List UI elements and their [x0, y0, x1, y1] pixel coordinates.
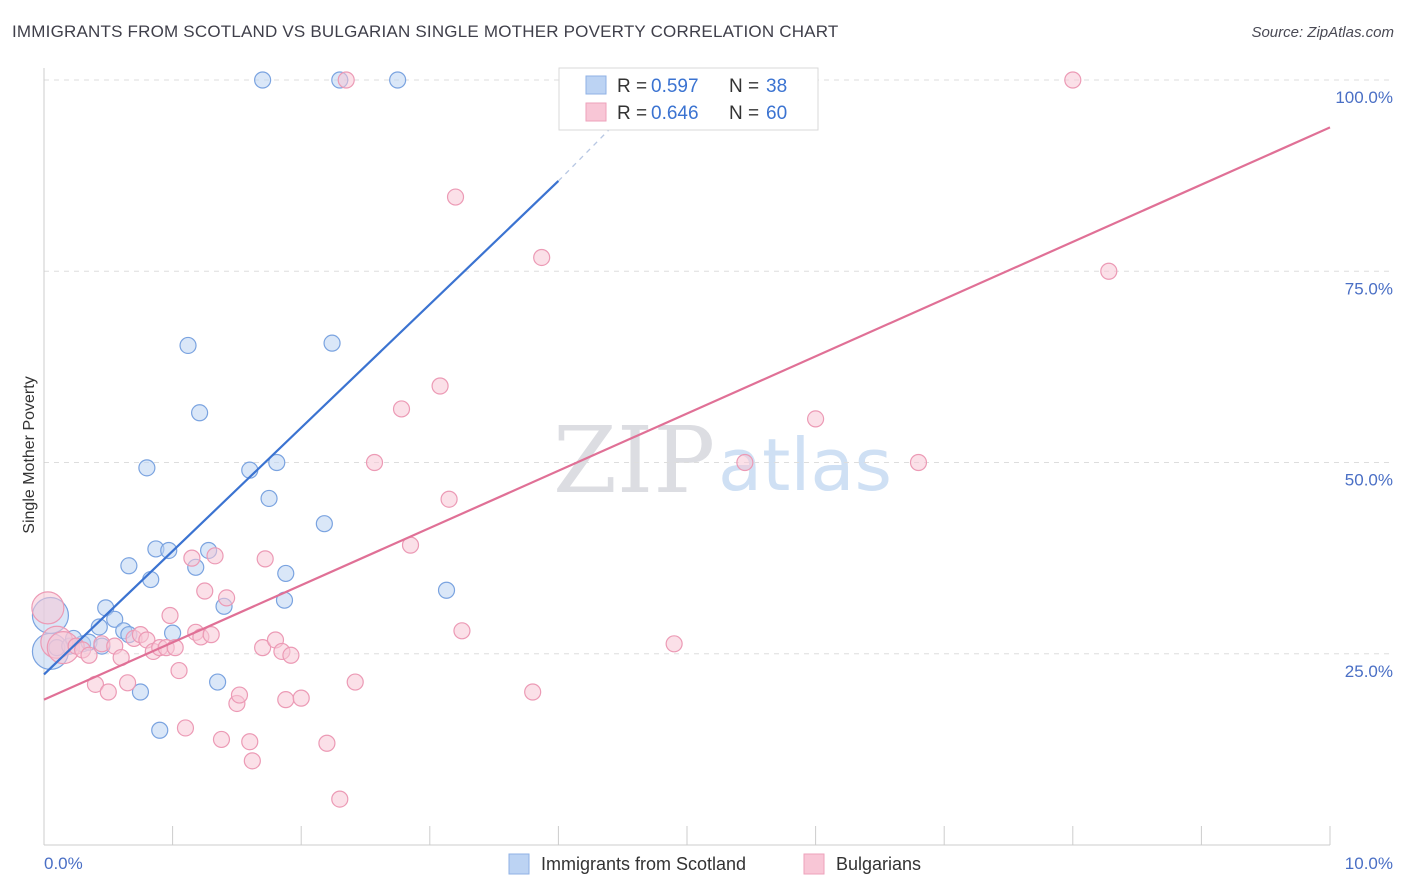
- scotland-point: [131, 683, 150, 701]
- watermark: ZIP atlas: [553, 407, 892, 514]
- axes: [43, 68, 1331, 846]
- bulgarians-trendline: [43, 126, 1331, 701]
- bulgarians-point: [665, 635, 683, 653]
- scotland-point: [120, 557, 138, 575]
- bulgarians-point: [331, 790, 349, 808]
- bulgarians-point: [218, 589, 236, 607]
- scotland-point: [254, 71, 272, 89]
- bulgarians-point: [212, 730, 231, 749]
- scotland-point: [90, 618, 108, 636]
- bulgarians-point: [533, 248, 551, 267]
- bulgarians-point: [243, 752, 261, 770]
- legend-pink-n-label: N =: [729, 103, 759, 124]
- bulgarians-point: [440, 490, 458, 508]
- y-tick-label-50: 50.0%: [1345, 471, 1393, 490]
- bulgarians-point: [256, 550, 274, 568]
- bulgarians-point: [446, 188, 465, 206]
- legend-blue-r-value: 0.597: [651, 76, 699, 97]
- source-label: Source: ZipAtlas.com: [1251, 24, 1394, 41]
- bulgarians-point: [365, 453, 384, 472]
- legend-pink-r-label: R =: [617, 103, 647, 124]
- bulgarians-point: [241, 733, 259, 751]
- y-tick-label-25: 25.0%: [1345, 662, 1393, 681]
- bulgarians-point: [31, 591, 65, 625]
- y-tick-label-100: 100.0%: [1335, 88, 1393, 107]
- legend-box: R = 0.597 N = 38 R = 0.646 N = 60: [558, 67, 819, 131]
- scotland-point: [191, 404, 209, 422]
- bottom-legend-swatch-blue: [508, 853, 530, 875]
- bulgarians-point: [318, 734, 336, 752]
- x-tick-label-min: 0.0%: [44, 854, 83, 873]
- scotland-point: [389, 71, 407, 89]
- bulgarians-point: [80, 646, 98, 664]
- legend-blue-n-value: 38: [766, 76, 787, 97]
- bottom-legend-label-pink: Bulgarians: [836, 854, 921, 874]
- x-tick-labels: 0.0% 10.0%: [44, 854, 1393, 873]
- legend-pink-r-value: 0.646: [651, 103, 699, 124]
- scotland-point: [179, 336, 197, 355]
- bulgarians-point: [206, 547, 224, 565]
- bulgarians-point: [282, 646, 300, 664]
- scotland-point: [151, 721, 169, 739]
- series-bulgarians-points: [31, 71, 1118, 808]
- bulgarians-point: [202, 626, 220, 644]
- bulgarians-point: [346, 673, 364, 691]
- bulgarians-point: [1100, 262, 1118, 280]
- scotland-point: [106, 610, 124, 628]
- bulgarians-point: [453, 622, 471, 640]
- legend-swatch-pink: [585, 102, 607, 122]
- gridlines: [44, 79, 1393, 655]
- legend-swatch-blue: [585, 75, 607, 95]
- scotland-point: [142, 570, 160, 589]
- watermark-zip: ZIP: [553, 407, 715, 514]
- bulgarians-point: [230, 686, 249, 704]
- scotland-point: [323, 334, 341, 352]
- scotland-point: [138, 459, 156, 477]
- bulgarians-point: [524, 683, 542, 701]
- y-tick-label-75: 75.0%: [1345, 279, 1393, 298]
- scotland-point: [437, 581, 456, 599]
- scotland-point: [164, 624, 182, 642]
- bulgarians-point: [909, 453, 928, 472]
- bulgarians-point: [337, 71, 355, 89]
- legend-blue-r-label: R =: [617, 76, 647, 97]
- scotland-point: [277, 564, 295, 583]
- bulgarians-point: [431, 377, 449, 395]
- bulgarians-point: [292, 689, 310, 707]
- scotland-point: [260, 489, 278, 508]
- scotland-point: [160, 541, 178, 560]
- bulgarians-point: [170, 661, 188, 680]
- x-tick-label-max: 10.0%: [1345, 854, 1393, 873]
- chart-title: IMMIGRANTS FROM SCOTLAND VS BULGARIAN SI…: [12, 22, 839, 41]
- bulgarians-point: [736, 453, 754, 472]
- bulgarians-point: [161, 606, 179, 625]
- trendlines: [43, 102, 1331, 701]
- scotland-point: [268, 453, 286, 472]
- y-axis-title: Single Mother Poverty: [21, 376, 38, 533]
- y-tick-labels: 25.0% 50.0% 75.0% 100.0%: [1335, 88, 1393, 681]
- bulgarians-point: [254, 639, 272, 657]
- bulgarians-point: [806, 410, 825, 428]
- bulgarians-point: [196, 582, 214, 600]
- bottom-legend-label-blue: Immigrants from Scotland: [541, 854, 746, 874]
- bulgarians-point: [176, 719, 195, 737]
- bulgarians-point: [1064, 71, 1082, 89]
- legend-blue-n-label: N =: [729, 76, 759, 97]
- bulgarians-point: [99, 683, 117, 701]
- scotland-point: [209, 673, 227, 691]
- bulgarians-point: [392, 400, 411, 418]
- scotland-point: [315, 515, 333, 533]
- scotland-trendline: [43, 180, 560, 676]
- bottom-legend: Immigrants from Scotland Bulgarians: [508, 853, 921, 875]
- bottom-legend-swatch-pink: [803, 853, 825, 875]
- legend-pink-n-value: 60: [766, 103, 787, 124]
- bulgarians-point: [183, 549, 201, 567]
- bulgarians-point: [277, 691, 295, 709]
- bulgarians-point: [118, 674, 137, 692]
